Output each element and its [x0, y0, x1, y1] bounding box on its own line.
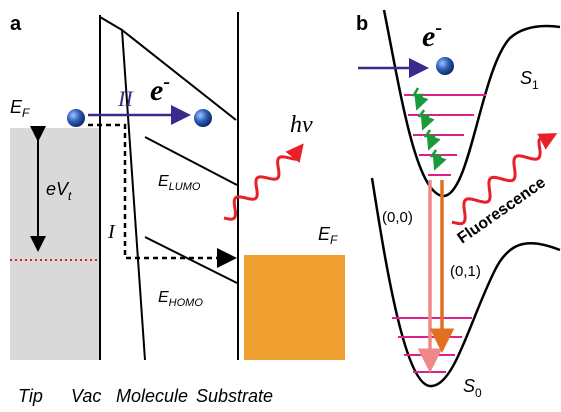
photon-label: hν [290, 112, 313, 138]
state-label: S0 [463, 376, 482, 400]
lumo-label: ELUMO [158, 173, 201, 193]
transition-label: (0,0) [382, 209, 413, 226]
electron-label: e- [422, 17, 442, 53]
homo-label: EHOMO [158, 289, 203, 309]
transition-label: (0,1) [450, 263, 481, 280]
electron-label: e- [150, 71, 170, 107]
electron [67, 109, 85, 127]
state-label: S1 [520, 68, 539, 92]
figure: a EF II e- hν eVt ELUMO I EF EHOMO Tip V… [0, 0, 561, 412]
electron [194, 109, 212, 127]
substrate [244, 255, 345, 360]
region-labels: Tip Vac Molecule Substrate [18, 386, 273, 406]
panel-b: b e- S1 Fluorescence (0,0) (0,1) S0 [356, 10, 560, 400]
excited-curve [384, 10, 560, 196]
fermi-label: EF [10, 97, 30, 120]
tip [10, 128, 100, 360]
fermi-label: EF [318, 224, 338, 247]
region-label: Tip [18, 386, 43, 406]
region-label: Substrate [196, 386, 273, 406]
panel-a: a EF II e- hν eVt ELUMO I EF EHOMO Tip V… [10, 12, 345, 406]
path-label: II [117, 86, 134, 111]
region-label: Vac [71, 386, 101, 406]
panel-label: b [356, 13, 368, 35]
path-label: I [107, 221, 116, 243]
panel-label: a [10, 13, 22, 35]
emission-label: Fluorescence [455, 174, 549, 247]
region-label: Molecule [116, 386, 188, 406]
electron [436, 57, 454, 75]
